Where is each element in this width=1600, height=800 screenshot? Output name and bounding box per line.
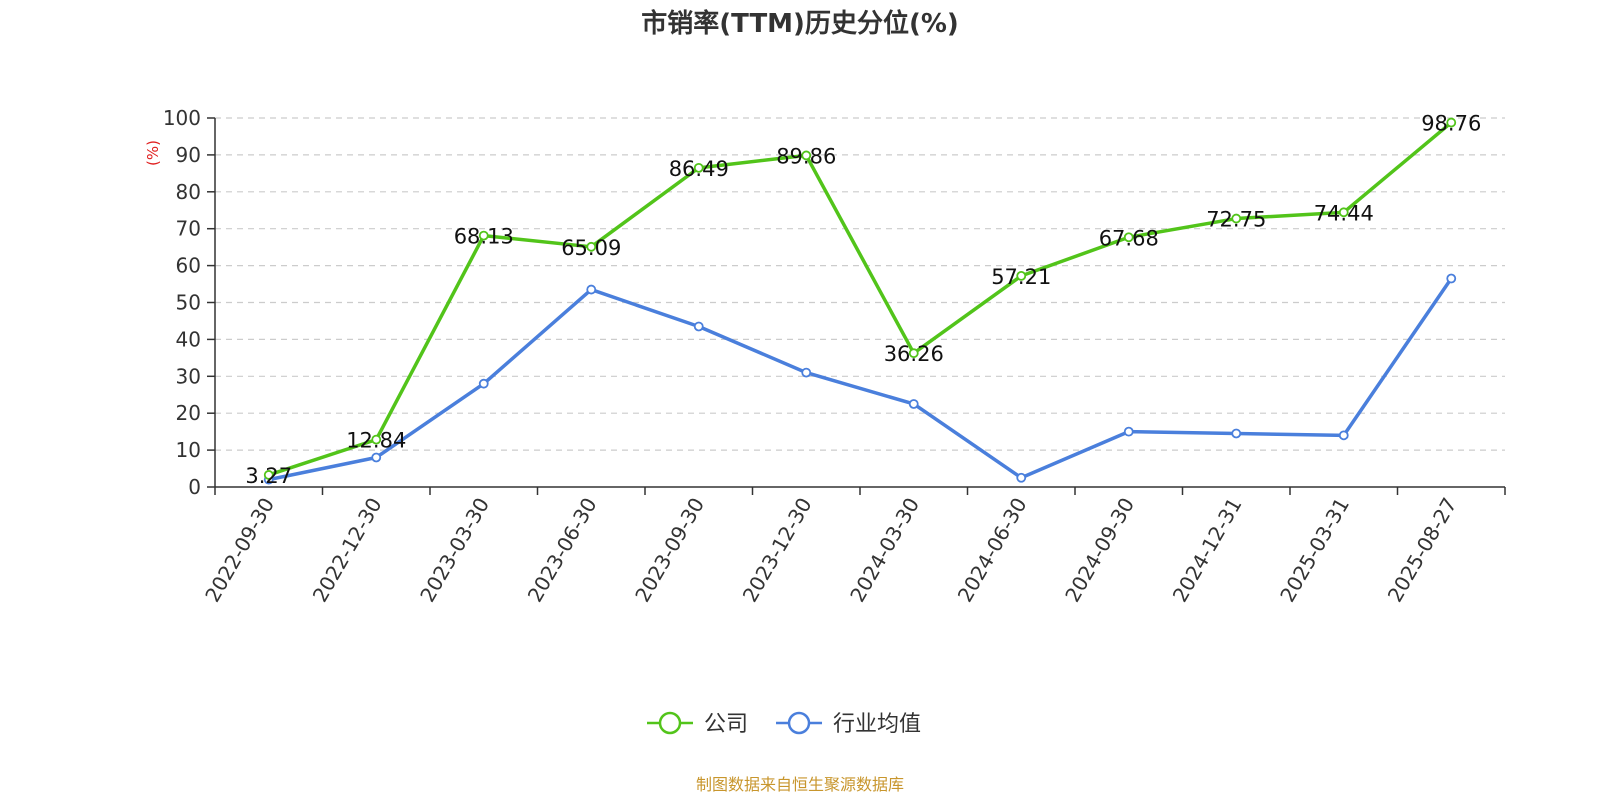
source-note: 制图数据来自恒生聚源数据库 [696,775,904,794]
x-tick-label: 2025-08-27 [1383,494,1462,607]
chart-title: 市销率(TTM)历史分位(%) [641,8,959,39]
x-tick-label: 2024-03-30 [845,494,924,607]
data-point [1016,472,1027,483]
x-tick-label: 2024-12-31 [1168,494,1247,607]
data-point [1016,270,1027,281]
data-point [478,230,489,241]
data-label: 68.13 [454,225,514,249]
x-tick-label: 2024-06-30 [953,494,1032,607]
data-point [908,348,919,359]
data-point [1231,428,1242,439]
data-point [801,367,812,378]
y-tick-label: 30 [176,364,201,388]
y-tick-label: 80 [176,180,201,204]
data-point [1123,426,1134,437]
series-line [268,121,1453,477]
data-point [586,241,597,252]
grid-lines [215,117,1505,451]
data-label: 72.75 [1206,208,1266,232]
y-tick-label: 70 [176,217,201,241]
y-tick-label: 0 [188,475,201,499]
data-label: 74.44 [1314,201,1374,225]
data-point [693,321,704,332]
data-point [263,470,274,480]
data-point [1446,117,1457,128]
data-label: 12.84 [346,429,406,453]
legend: 公司 行业均值 [647,711,921,737]
x-tick-label: 2023-06-30 [523,494,602,607]
y-tick-label: 90 [176,143,201,167]
data-label: 3.27 [245,464,292,488]
data-labels: 3.27 12.84 68.13 65.09 86.49 89.86 36.26 57.21 6… [245,112,1481,488]
legend-item-label: 公司 [704,712,748,737]
data-label: 67.68 [1099,226,1159,250]
y-tick-label: 10 [176,438,201,462]
x-tick-label: 2023-09-30 [630,494,709,607]
legend-marker-icon [658,711,682,735]
data-point [371,452,382,463]
data-label: 86.49 [669,157,729,181]
y-axis-label: (%) [144,140,162,166]
data-point [693,162,704,173]
y-tick-label: 60 [176,254,201,278]
legend-item-label: 行业均值 [833,712,921,737]
data-point [1338,430,1349,441]
x-tick-label: 2022-09-30 [200,494,279,607]
data-point [586,284,597,295]
data-point [478,378,489,389]
x-tick-label: 2024-09-30 [1060,494,1139,607]
y-tick-label: 40 [176,327,201,351]
x-tick-label: 2023-03-30 [415,494,494,607]
axes: 0 10 20 30 40 50 60 70 80 90 100 2022-09-30 2022-12-… [163,106,1506,607]
x-tick-label: 2023-12-30 [738,494,817,607]
data-label: 36.26 [884,342,944,366]
x-tick-label: 2025-03-31 [1275,494,1354,607]
data-point [1338,207,1349,218]
data-point [1123,232,1134,243]
data-label: 89.86 [776,144,836,168]
data-point [1446,273,1457,284]
x-tick-label: 2022-12-30 [308,494,387,607]
data-label: 57.21 [991,265,1051,289]
data-label: 98.76 [1421,112,1481,136]
data-point [801,150,812,161]
data-point [908,399,919,409]
series-layer [263,117,1457,485]
data-point [1231,213,1242,224]
data-label: 65.09 [561,236,621,260]
y-tick-label: 100 [163,106,201,130]
legend-marker-icon [787,711,811,735]
y-tick-label: 20 [176,401,201,425]
y-tick-label: 50 [176,291,201,315]
data-point [371,434,382,445]
series-line [268,277,1453,482]
